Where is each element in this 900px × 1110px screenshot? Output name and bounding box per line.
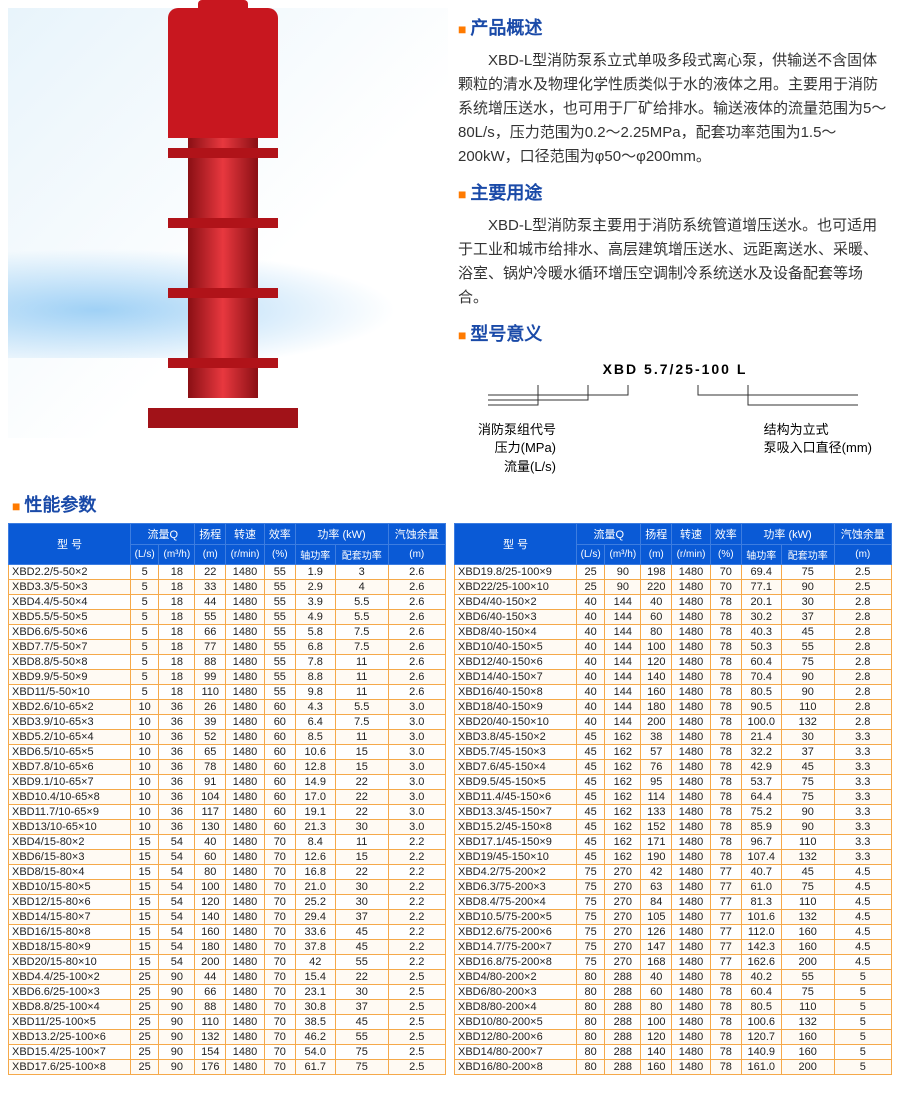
table-row: XBD9.9/5-50×9 518991480 558.8112.6: [9, 669, 446, 684]
table-row: XBD3.9/10-65×3 1036391480 606.47.53.0: [9, 714, 446, 729]
model-diagram: XBD 5.7/25-100 L 消防泵组代号 压力(MPa) 流量(L/s) …: [458, 358, 892, 475]
model-label: 消防泵组代号: [478, 421, 556, 439]
table-row: XBD4.4/5-50×4 518441480 553.95.52.6: [9, 594, 446, 609]
table-row: XBD5.2/10-65×4 1036521480 608.5113.0: [9, 729, 446, 744]
table-row: XBD13.3/45-150×7 451621331480 7875.2903.…: [455, 804, 892, 819]
table-row: XBD7.7/5-50×7 518771480 556.87.52.6: [9, 639, 446, 654]
table-row: XBD6/15-80×3 1554601480 7012.6152.2: [9, 849, 446, 864]
table-row: XBD12/80-200×6 802881201480 78120.71605: [455, 1029, 892, 1044]
table-row: XBD4.2/75-200×2 75270421480 7740.7454.5: [455, 864, 892, 879]
table-row: XBD8.4/75-200×4 75270841480 7781.31104.5: [455, 894, 892, 909]
table-row: XBD16/40-150×8 401441601480 7880.5902.8: [455, 684, 892, 699]
model-code: XBD 5.7/25-100 L: [458, 358, 892, 380]
table-row: XBD18/15-80×9 15541801480 7037.8452.2: [9, 939, 446, 954]
table-row: XBD16/15-80×8 15541601480 7033.6452.2: [9, 924, 446, 939]
table-row: XBD2.6/10-65×2 1036261480 604.35.53.0: [9, 699, 446, 714]
table-row: XBD11/5-50×10 5181101480 559.8112.6: [9, 684, 446, 699]
overview-text: XBD-L型消防泵系立式单吸多段式离心泵，供输送不含固体颗粒的清水及物理化学性质…: [458, 49, 892, 169]
table-row: XBD9.5/45-150×5 45162951480 7853.7753.3: [455, 774, 892, 789]
table-row: XBD3.3/5-50×3 518331480 552.942.6: [9, 579, 446, 594]
spec-table-left: 型 号 流量Q 扬程 转速 效率 功率 (kW) 汽蚀余量 (L/s) (m³/…: [8, 523, 446, 1075]
table-row: XBD13.2/25-100×6 25901321480 7046.2552.5: [9, 1029, 446, 1044]
table-row: XBD4/40-150×2 40144401480 7820.1302.8: [455, 594, 892, 609]
table-row: XBD10/15-80×5 15541001480 7021.0302.2: [9, 879, 446, 894]
model-bracket-icon: [458, 385, 892, 415]
table-row: XBD4/15-80×2 1554401480 708.4112.2: [9, 834, 446, 849]
table-row: XBD19.8/25-100×9 25901981480 7069.4752.5: [455, 564, 892, 579]
table-row: XBD10/80-200×5 802881001480 78100.61325: [455, 1014, 892, 1029]
usage-heading: 主要用途: [458, 179, 892, 208]
table-row: XBD16.8/75-200×8 752701681480 77162.6200…: [455, 954, 892, 969]
table-row: XBD6/80-200×3 80288601480 7860.4755: [455, 984, 892, 999]
table-row: XBD13/10-65×10 10361301480 6021.3303.0: [9, 819, 446, 834]
table-row: XBD8.8/5-50×8 518881480 557.8112.6: [9, 654, 446, 669]
model-label: 结构为立式: [764, 421, 872, 439]
table-row: XBD17.1/45-150×9 451621711480 7896.71103…: [455, 834, 892, 849]
table-row: XBD15.4/25-100×7 25901541480 7054.0752.5: [9, 1044, 446, 1059]
table-row: XBD8/40-150×4 40144801480 7840.3452.8: [455, 624, 892, 639]
table-row: XBD19/45-150×10 451621901480 78107.41323…: [455, 849, 892, 864]
model-label: 泵吸入口直径(mm): [764, 439, 872, 457]
table-row: XBD10.5/75-200×5 752701051480 77101.6132…: [455, 909, 892, 924]
table-row: XBD14/15-80×7 15541401480 7029.4372.2: [9, 909, 446, 924]
table-row: XBD22/25-100×10 25902201480 7077.1902.5: [455, 579, 892, 594]
table-row: XBD11.7/10-65×9 10361171480 6019.1223.0: [9, 804, 446, 819]
table-row: XBD5.7/45-150×3 45162571480 7832.2373.3: [455, 744, 892, 759]
table-row: XBD16/80-200×8 802881601480 78161.02005: [455, 1059, 892, 1074]
table-row: XBD11/25-100×5 25901101480 7038.5452.5: [9, 1014, 446, 1029]
table-row: XBD9.1/10-65×7 1036911480 6014.9223.0: [9, 774, 446, 789]
table-row: XBD7.6/45-150×4 45162761480 7842.9453.3: [455, 759, 892, 774]
table-row: XBD14/80-200×7 802881401480 78140.91605: [455, 1044, 892, 1059]
model-label: 压力(MPa): [478, 439, 556, 457]
table-row: XBD6.3/75-200×3 75270631480 7761.0754.5: [455, 879, 892, 894]
table-row: XBD6/40-150×3 40144601480 7830.2372.8: [455, 609, 892, 624]
table-row: XBD20/40-150×10 401442001480 78100.01322…: [455, 714, 892, 729]
table-row: XBD3.8/45-150×2 45162381480 7821.4303.3: [455, 729, 892, 744]
table-row: XBD8/15-80×4 1554801480 7016.8222.2: [9, 864, 446, 879]
table-row: XBD10/40-150×5 401441001480 7850.3552.8: [455, 639, 892, 654]
table-row: XBD6.5/10-65×5 1036651480 6010.6153.0: [9, 744, 446, 759]
usage-text: XBD-L型消防泵主要用于消防系统管道增压送水。也可适用于工业和城市给排水、高层…: [458, 214, 892, 310]
table-row: XBD8.8/25-100×4 2590881480 7030.8372.5: [9, 999, 446, 1014]
table-row: XBD8/80-200×4 80288801480 7880.51105: [455, 999, 892, 1014]
table-row: XBD6.6/25-100×3 2590661480 7023.1302.5: [9, 984, 446, 999]
table-row: XBD12.6/75-200×6 752701261480 77112.0160…: [455, 924, 892, 939]
table-row: XBD7.8/10-65×6 1036781480 6012.8153.0: [9, 759, 446, 774]
spec-table-right: 型 号 流量Q 扬程 转速 效率 功率 (kW) 汽蚀余量 (L/s) (m³/…: [454, 523, 892, 1075]
table-row: XBD17.6/25-100×8 25901761480 7061.7752.5: [9, 1059, 446, 1074]
table-row: XBD6.6/5-50×6 518661480 555.87.52.6: [9, 624, 446, 639]
table-row: XBD18/40-150×9 401441801480 7890.51102.8: [455, 699, 892, 714]
table-row: XBD5.5/5-50×5 518551480 554.95.52.6: [9, 609, 446, 624]
table-row: XBD4/80-200×2 80288401480 7840.2555: [455, 969, 892, 984]
product-image: [8, 8, 448, 438]
table-row: XBD12/15-80×6 15541201480 7025.2302.2: [9, 894, 446, 909]
model-heading: 型号意义: [458, 320, 892, 349]
model-label: 流量(L/s): [478, 458, 556, 476]
table-row: XBD20/15-80×10 15542001480 7042552.2: [9, 954, 446, 969]
table-row: XBD4.4/25-100×2 2590441480 7015.4222.5: [9, 969, 446, 984]
table-row: XBD14/40-150×7 401441401480 7870.4902.8: [455, 669, 892, 684]
overview-heading: 产品概述: [458, 14, 892, 43]
table-row: XBD15.2/45-150×8 451621521480 7885.9903.…: [455, 819, 892, 834]
table-row: XBD14.7/75-200×7 752701471480 77142.3160…: [455, 939, 892, 954]
performance-heading: 性能参数: [12, 491, 892, 517]
table-row: XBD12/40-150×6 401441201480 7860.4752.8: [455, 654, 892, 669]
table-row: XBD2.2/5-50×2 518221480 551.932.6: [9, 564, 446, 579]
table-row: XBD10.4/10-65×8 10361041480 6017.0223.0: [9, 789, 446, 804]
table-row: XBD11.4/45-150×6 451621141480 7864.4753.…: [455, 789, 892, 804]
